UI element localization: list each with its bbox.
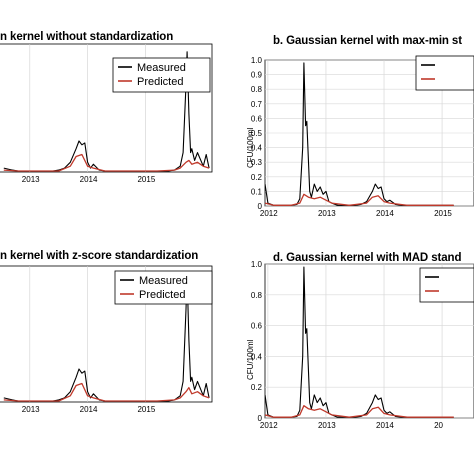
panel-d-y-tick-label: 0.6: [251, 322, 263, 331]
panel-d-legend: [419, 267, 474, 303]
panel-c-legend: [114, 270, 213, 305]
panel-b-series-predicted-line: [265, 193, 454, 206]
panel-d-x-tick-label: 20: [434, 421, 443, 430]
panel-c-x-tick-label: 2015: [137, 405, 155, 414]
panel-b-x-tick-label: 2012: [260, 209, 278, 218]
panel-d-x-tick-label: 2014: [376, 421, 394, 430]
panel-d-y-tick-label: 0.2: [251, 383, 263, 392]
panel-a-legend-label: Predicted: [137, 76, 183, 88]
panel-c-title: n kernel with z-score standardization: [0, 250, 199, 262]
panel-b-y-tick-label: 1.0: [251, 56, 263, 65]
panel-b-y-tick-label: 0.4: [251, 144, 263, 153]
panel-b-y-tick-label: 0.6: [251, 114, 263, 123]
panel-a-x-tick-label: 2015: [137, 175, 155, 184]
panel-d-series-predicted-line: [265, 405, 454, 418]
panel-b-y-tick-label: 0.1: [251, 187, 263, 196]
panel-d-x-tick-label: 2013: [318, 421, 336, 430]
panel-c-x-tick-label: 2013: [22, 405, 40, 414]
panel-c-series-predicted-line: [3, 382, 210, 402]
panel-b-legend: [415, 55, 474, 91]
panel-b-y-tick-label: 0.3: [251, 158, 263, 167]
panel-b-y-tick-label: 0: [258, 202, 263, 211]
panel-b-title: b. Gaussian kernel with max-min st: [273, 35, 462, 47]
panel-b-y-tick-label: 0.5: [251, 129, 263, 138]
panel-d-y-tick-label: 0.8: [251, 291, 263, 300]
panel-b-y-tick-label: 0.9: [251, 71, 263, 80]
panel-c-legend-label: Measured: [139, 275, 188, 287]
panel-d-title: d. Gaussian kernel with MAD stand: [273, 252, 462, 264]
panel-b-y-tick-label: 0.8: [251, 85, 263, 94]
panel-d-y-tick-label: 1.0: [251, 260, 263, 269]
panel-a-series-predicted-line: [3, 153, 210, 172]
panel-b-y-tick-label: 0.2: [251, 173, 263, 182]
panel-b-x-tick-label: 2014: [376, 209, 394, 218]
panel-b-x-tick-label: 2013: [318, 209, 336, 218]
panel-a-frame: [0, 43, 213, 173]
panel-b-y-tick-label: 0.7: [251, 100, 263, 109]
panel-b-x-tick-label: 2015: [434, 209, 452, 218]
panel-a-legend-label: Measured: [137, 62, 186, 74]
panel-a-x-tick-label: 2013: [22, 175, 40, 184]
panel-d-y-tick-label: 0.4: [251, 352, 263, 361]
panel-a-legend: [112, 57, 211, 93]
panel-c-frame: [0, 265, 213, 403]
panel-c-x-tick-label: 2014: [80, 405, 98, 414]
panel-a-x-tick-label: 2014: [80, 175, 98, 184]
panel-d-x-tick-label: 2012: [260, 421, 278, 430]
panel-a-title: n kernel without standardization: [0, 31, 174, 43]
panel-d-y-tick-label: 0: [258, 414, 263, 423]
panel-c-legend-label: Predicted: [139, 289, 185, 301]
